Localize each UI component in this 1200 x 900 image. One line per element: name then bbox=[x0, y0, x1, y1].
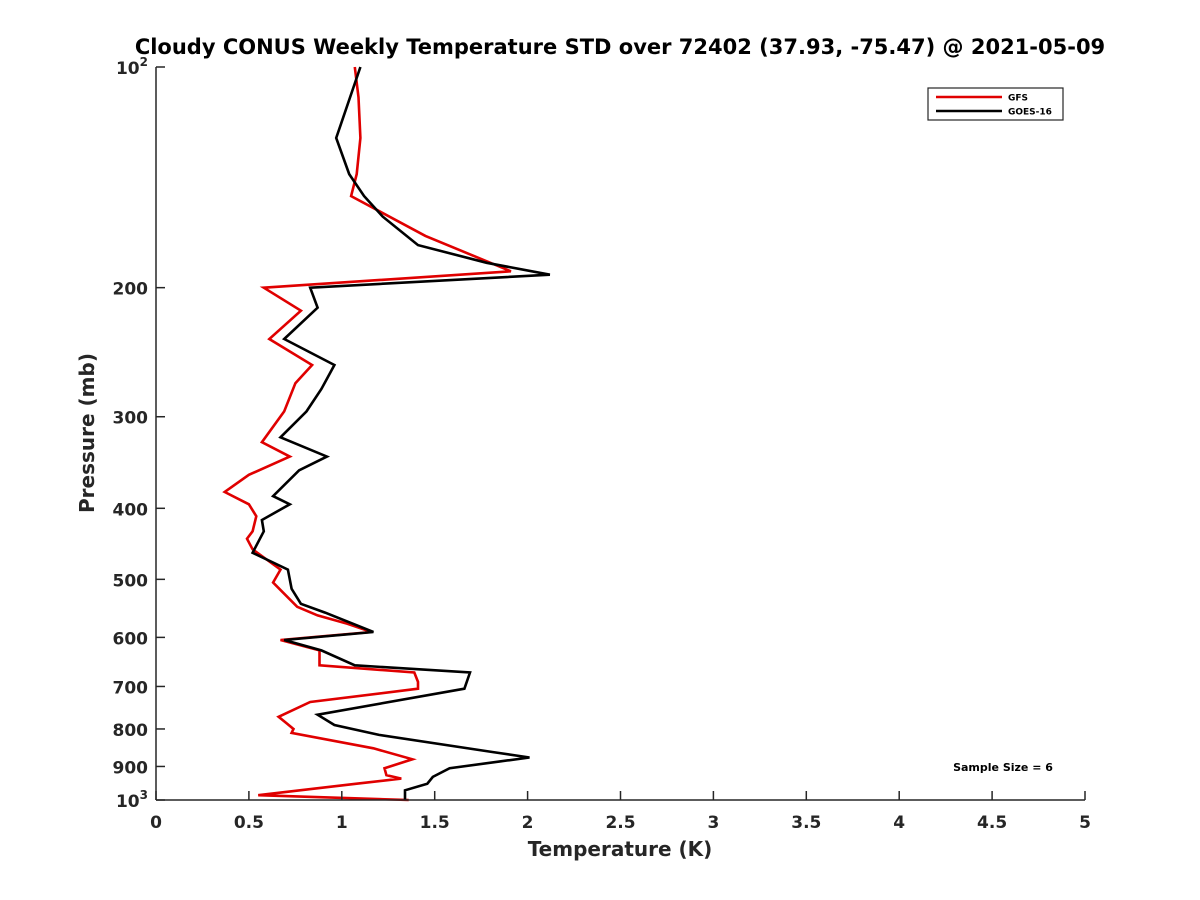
x-tick-label: 3.5 bbox=[791, 813, 821, 833]
x-tick-label: 0.5 bbox=[234, 813, 264, 833]
y-axis-label: Pressure (mb) bbox=[75, 353, 99, 513]
legend-label: GOES-16 bbox=[1008, 108, 1052, 118]
y-tick-label: 800 bbox=[113, 721, 149, 741]
y-tick-label: 500 bbox=[113, 571, 149, 591]
x-tick-label: 5 bbox=[1079, 813, 1091, 833]
legend: GFS GOES-16 bbox=[927, 87, 1064, 121]
legend-box bbox=[927, 87, 1064, 121]
y-axis: 102 200 300 400 500 600 700 800 900 103 bbox=[113, 55, 165, 812]
x-axis-label: Temperature (K) bbox=[528, 837, 713, 861]
x-tick-label: 1 bbox=[336, 813, 348, 833]
y-tick-label: 200 bbox=[113, 280, 149, 300]
y-tick-label: 102 bbox=[116, 55, 148, 79]
x-tick-label: 2 bbox=[522, 813, 534, 833]
x-tick-label: 1.5 bbox=[420, 813, 450, 833]
plot-area bbox=[222, 66, 551, 802]
y-tick-label: 300 bbox=[113, 409, 149, 429]
y-tick-label: 600 bbox=[113, 629, 149, 649]
x-axis: 0 0.5 1 1.5 2 2.5 3 3.5 4 4.5 5 bbox=[150, 791, 1091, 833]
y-tick-label: 700 bbox=[113, 678, 149, 698]
series-line-goes-16 bbox=[250, 66, 551, 800]
x-tick-label: 2.5 bbox=[605, 813, 635, 833]
sample-size-note: Sample Size = 6 bbox=[953, 761, 1053, 774]
x-tick-label: 0 bbox=[150, 813, 162, 833]
y-tick-label: 900 bbox=[113, 758, 149, 778]
x-tick-label: 4 bbox=[893, 813, 905, 833]
series-line-gfs bbox=[222, 66, 512, 802]
legend-label: GFS bbox=[1008, 94, 1028, 104]
x-tick-label: 3 bbox=[707, 813, 719, 833]
chart-title: Cloudy CONUS Weekly Temperature STD over… bbox=[135, 35, 1105, 59]
y-tick-label: 103 bbox=[116, 788, 148, 812]
x-tick-label: 4.5 bbox=[977, 813, 1007, 833]
y-tick-label: 400 bbox=[113, 500, 149, 520]
